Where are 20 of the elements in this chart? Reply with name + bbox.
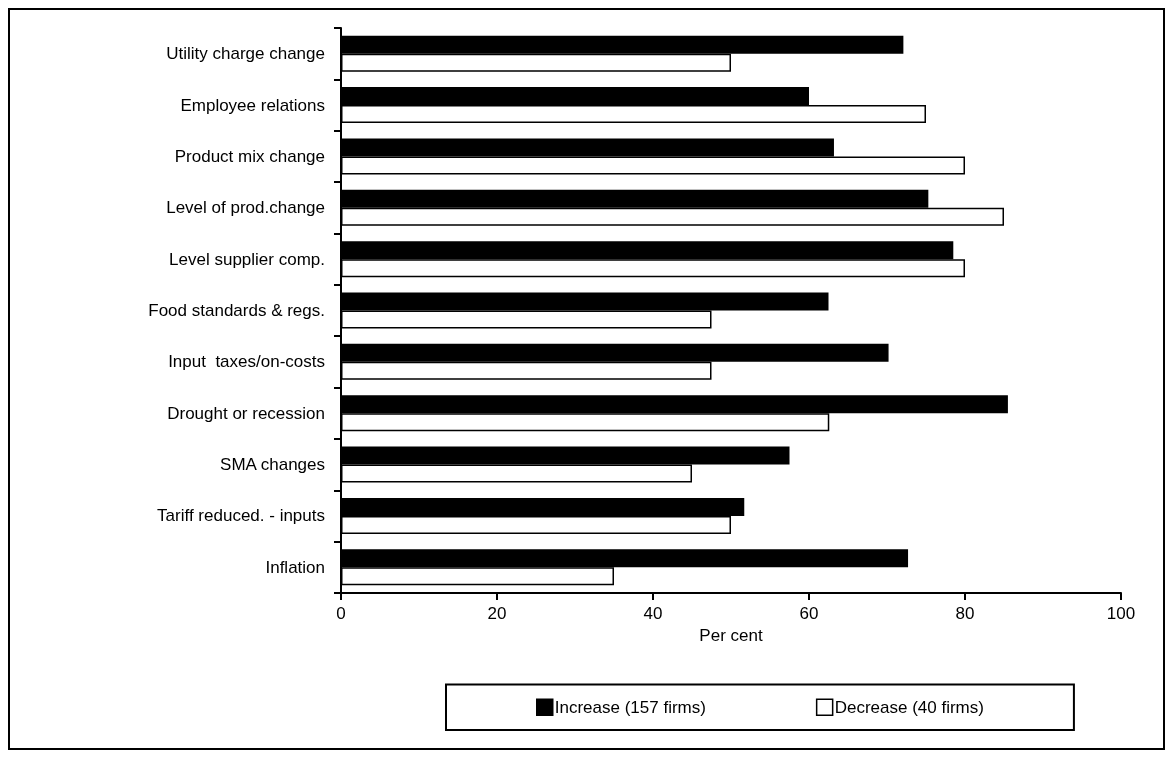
y-tick-label: Tariff reduced. - inputs xyxy=(157,506,325,526)
x-tick-label: 60 xyxy=(799,604,819,623)
y-tick-label: Utility charge change xyxy=(166,44,325,64)
y-tick-label: Level supplier comp. xyxy=(169,249,325,269)
x-axis-title: Per cent xyxy=(699,625,763,645)
y-tick-label: Product mix change xyxy=(174,146,325,166)
x-tick-label: 40 xyxy=(643,604,663,623)
x-tick-label: 100 xyxy=(1106,604,1136,623)
legend-label: Increase (157 firms) xyxy=(554,697,706,717)
x-tick-label: 20 xyxy=(487,604,507,623)
y-tick-label: Drought or recession xyxy=(167,403,325,423)
y-tick-label: Food standards & regs. xyxy=(148,301,325,320)
y-tick-label: Input taxes/on-costs xyxy=(168,352,325,372)
y-tick-label: SMA changes xyxy=(220,455,325,475)
y-tick-label: Inflation xyxy=(265,557,325,577)
legend-label: Decrease (40 firms) xyxy=(834,697,984,717)
x-tick-label: 0 xyxy=(336,604,346,623)
y-tick-label: Employee relations xyxy=(180,95,325,115)
x-tick-label: 80 xyxy=(955,604,975,623)
y-tick-label: Level of prod.change xyxy=(166,198,325,218)
